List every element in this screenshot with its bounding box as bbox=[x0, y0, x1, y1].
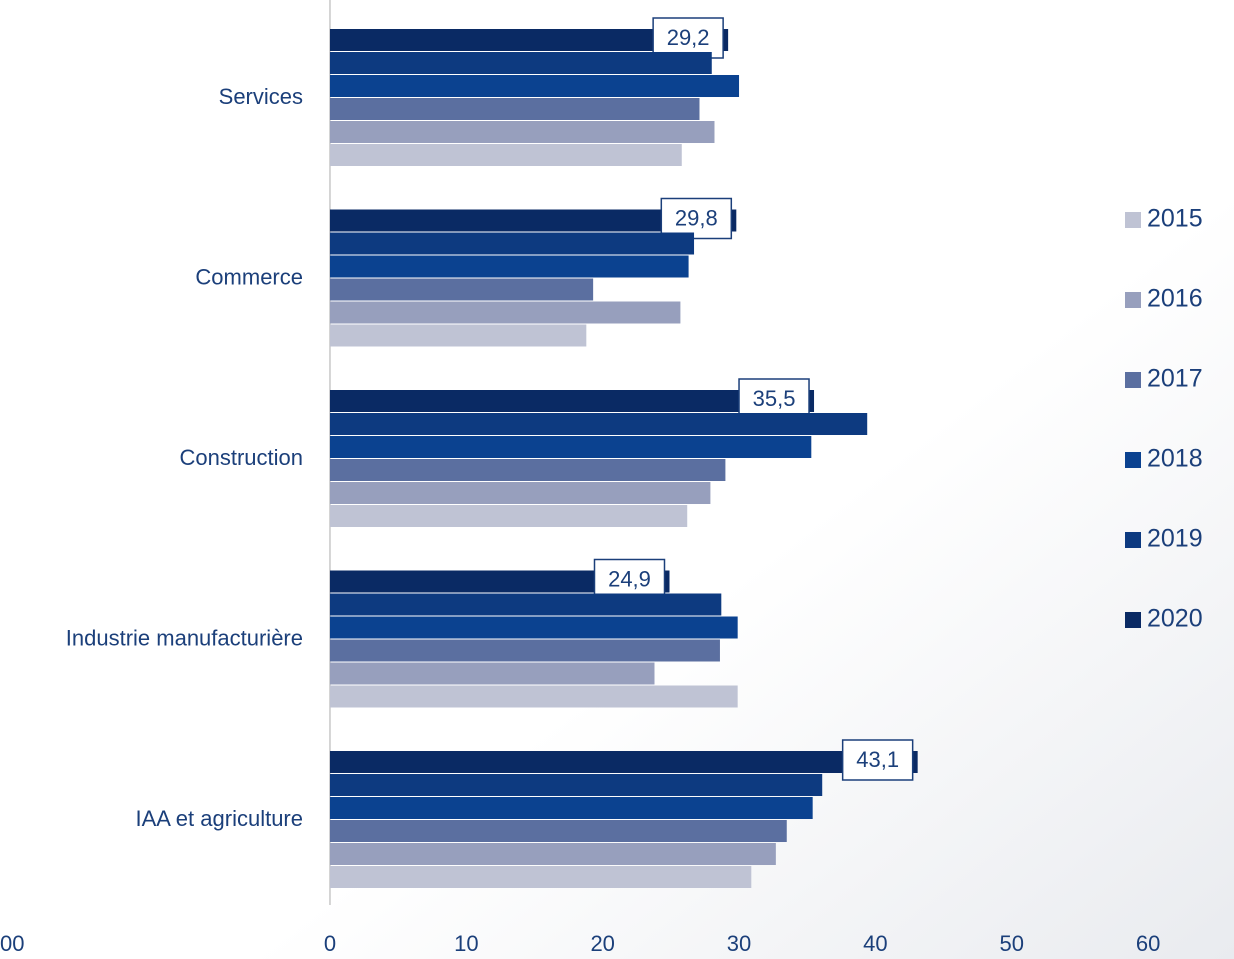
x-tick-label: 20 bbox=[590, 931, 614, 956]
category-label: Industrie manufacturière bbox=[66, 625, 303, 650]
bar bbox=[329, 255, 689, 278]
bar bbox=[329, 662, 655, 685]
x-tick-label: 30 bbox=[727, 931, 751, 956]
bar bbox=[329, 616, 738, 639]
legend-label: 2015 bbox=[1147, 205, 1203, 233]
legend-label: 2016 bbox=[1147, 285, 1203, 313]
bar bbox=[329, 866, 752, 888]
bar bbox=[329, 459, 726, 481]
bar bbox=[329, 482, 711, 504]
value-label: 43,1 bbox=[856, 747, 899, 772]
legend-swatch bbox=[1125, 452, 1141, 468]
value-label-box bbox=[593, 558, 666, 601]
bar bbox=[329, 324, 587, 347]
legend-swatch bbox=[1125, 372, 1141, 388]
bar bbox=[329, 301, 681, 324]
value-label: 24,9 bbox=[608, 566, 651, 591]
bar bbox=[329, 98, 700, 120]
bar bbox=[329, 390, 815, 412]
bar bbox=[329, 797, 813, 819]
x-tick-label: 10 bbox=[454, 931, 478, 956]
legend-label: 2017 bbox=[1147, 365, 1203, 393]
bar bbox=[329, 144, 682, 166]
bar bbox=[329, 121, 715, 143]
bar bbox=[329, 75, 740, 97]
category-label: Commerce bbox=[195, 264, 303, 289]
bar bbox=[329, 505, 688, 527]
bar bbox=[329, 52, 712, 74]
x-tick-label: 0 bbox=[324, 931, 336, 956]
legend-label: 2019 bbox=[1147, 525, 1203, 553]
legend-label: 2020 bbox=[1147, 605, 1203, 633]
value-label: 35,5 bbox=[753, 386, 796, 411]
category-label: Services bbox=[219, 84, 303, 109]
bar bbox=[329, 685, 738, 708]
bar bbox=[329, 820, 787, 842]
x-tick-label: 50 bbox=[1000, 931, 1024, 956]
bar bbox=[329, 29, 729, 51]
legend-label: 2018 bbox=[1147, 445, 1203, 473]
legend-swatch bbox=[1125, 292, 1141, 308]
bar bbox=[329, 774, 823, 796]
bar bbox=[329, 593, 722, 616]
x-tick-label: 00 bbox=[0, 931, 24, 956]
x-tick-label: 60 bbox=[1136, 931, 1160, 956]
value-label: 29,8 bbox=[675, 205, 718, 230]
value-label-box bbox=[660, 197, 733, 240]
bar bbox=[329, 843, 776, 865]
bar bbox=[329, 570, 670, 593]
value-label-box bbox=[841, 739, 914, 781]
bar bbox=[329, 639, 720, 662]
x-tick-label: 40 bbox=[863, 931, 887, 956]
category-label: Construction bbox=[179, 445, 303, 470]
bar bbox=[329, 232, 695, 255]
bar bbox=[329, 209, 737, 232]
legend-swatch bbox=[1125, 532, 1141, 548]
value-label: 29,2 bbox=[667, 25, 710, 50]
legend-swatch bbox=[1125, 212, 1141, 228]
legend-swatch bbox=[1125, 612, 1141, 628]
bar bbox=[329, 278, 594, 301]
category-label: IAA et agriculture bbox=[135, 806, 303, 831]
bar bbox=[329, 413, 868, 435]
bar bbox=[329, 751, 918, 773]
bar bbox=[329, 436, 812, 458]
